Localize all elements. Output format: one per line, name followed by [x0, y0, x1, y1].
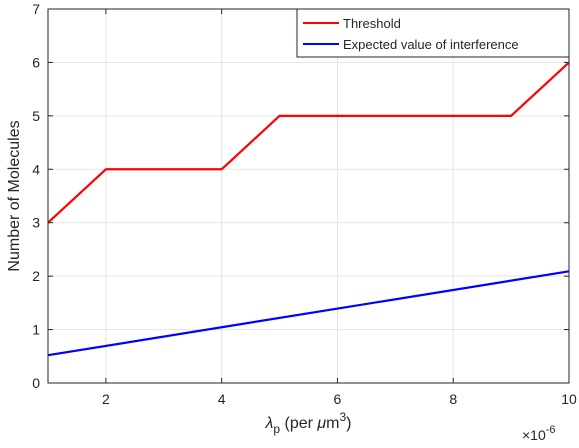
legend-label-threshold: Threshold — [343, 16, 401, 31]
x-axis-label-symbol: λ — [264, 415, 273, 432]
x-axis-label: λp (per μm3) — [264, 410, 351, 436]
y-axis-label: Number of Molecules — [6, 120, 23, 271]
ticks: 2 4 6 8 10 0 1 2 3 4 5 6 7 — [32, 1, 577, 407]
grid — [48, 8, 570, 384]
x-tick-label: 2 — [102, 391, 110, 407]
x-axis-label-unit: m — [326, 415, 339, 432]
legend: Threshold Expected value of interference — [296, 8, 570, 58]
x-axis-label-superscript: 3 — [339, 410, 346, 424]
x-axis-label-close: ) — [346, 415, 351, 432]
series-layer — [47, 61, 570, 357]
y-tick-label: 3 — [32, 215, 40, 231]
x-axis-label-text: (per — [280, 415, 317, 432]
legend-box — [296, 8, 570, 58]
series-line-expected-interference — [47, 270, 570, 357]
y-tick-label: 6 — [32, 54, 40, 70]
x-tick-label: 8 — [449, 391, 457, 407]
x-tick-label: 4 — [218, 391, 226, 407]
x-axis-label-subscript: p — [273, 422, 280, 436]
x-axis-exponent: ×10-6 — [522, 424, 556, 443]
x-tick-label: 10 — [561, 391, 577, 407]
x-axis-exponent-base: ×10 — [522, 427, 546, 443]
x-tick-label: 6 — [334, 391, 342, 407]
series-line-threshold — [47, 61, 570, 224]
y-tick-label: 1 — [32, 322, 40, 338]
y-tick-label: 5 — [32, 108, 40, 124]
y-tick-label: 0 — [32, 375, 40, 391]
y-tick-label: 2 — [32, 268, 40, 284]
plot-frame — [47, 8, 570, 384]
y-tick-label: 7 — [32, 1, 40, 17]
y-tick-label: 4 — [32, 161, 40, 177]
x-axis-label-mu: μ — [316, 415, 326, 432]
legend-label-expected-interference: Expected value of interference — [343, 37, 519, 52]
x-axis-exponent-power: -6 — [546, 424, 556, 436]
